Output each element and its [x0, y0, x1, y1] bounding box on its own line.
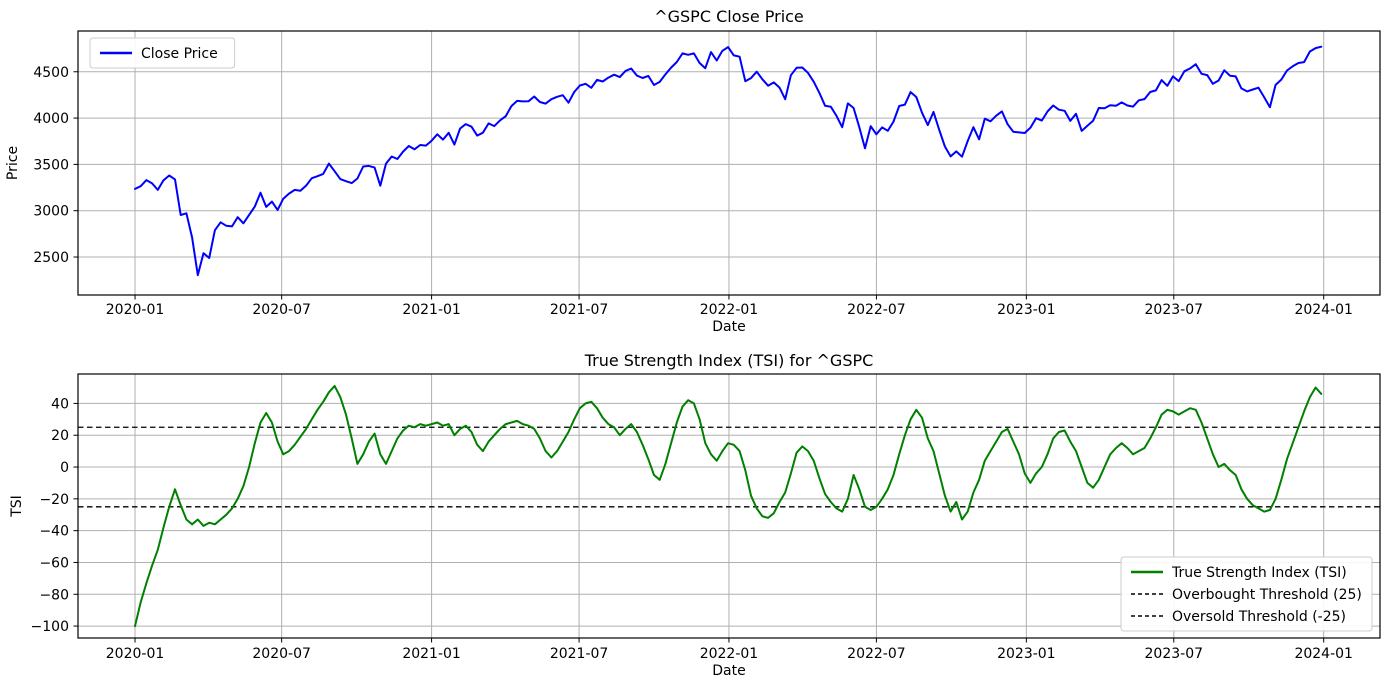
- x-tick-label: 2022-07: [847, 302, 906, 318]
- x-tick-label: 2023-07: [1145, 646, 1204, 662]
- y-tick-label: 0: [60, 460, 69, 476]
- y-axis-label: Price: [5, 146, 21, 180]
- y-tick-label: −40: [39, 524, 69, 540]
- legend-label: Overbought Threshold (25): [1172, 587, 1362, 603]
- x-tick-label: 2021-07: [550, 302, 609, 318]
- y-tick-label: 4000: [33, 111, 69, 127]
- x-tick-label: 2023-07: [1145, 302, 1204, 318]
- x-tick-label: 2022-01: [700, 302, 759, 318]
- y-tick-label: −60: [39, 555, 69, 571]
- tsi-line: [134, 384, 1323, 628]
- chart-title: ^GSPC Close Price: [654, 7, 804, 26]
- legend-label: Oversold Threshold (-25): [1172, 609, 1346, 625]
- chart-title: True Strength Index (TSI) for ^GSPC: [584, 351, 874, 370]
- x-tick-label: 2020-07: [252, 646, 311, 662]
- x-tick-label: 2024-01: [1294, 646, 1353, 662]
- x-tick-label: 2022-01: [700, 646, 759, 662]
- y-axis-label: TSI: [9, 495, 25, 518]
- legend-label: True Strength Index (TSI): [1171, 565, 1347, 581]
- x-axis-label: Date: [712, 663, 745, 679]
- legend-box: [1120, 556, 1373, 632]
- x-tick-label: 2020-01: [106, 646, 165, 662]
- y-tick-label: 40: [51, 396, 69, 412]
- y-tick-label: 4500: [33, 65, 69, 81]
- x-tick-label: 2021-07: [550, 646, 609, 662]
- x-tick-label: 2024-01: [1294, 302, 1353, 318]
- legend-label: Close Price: [141, 46, 218, 62]
- x-tick-label: 2020-01: [106, 302, 165, 318]
- y-tick-label: 3500: [33, 157, 69, 173]
- x-tick-label: 2020-07: [252, 302, 311, 318]
- y-tick-label: 20: [51, 428, 69, 444]
- x-tick-label: 2023-01: [997, 302, 1056, 318]
- x-tick-label: 2021-01: [402, 302, 461, 318]
- close-price-line: [134, 45, 1323, 277]
- x-axis-label: Date: [712, 319, 745, 335]
- x-tick-label: 2022-07: [847, 646, 906, 662]
- y-tick-label: 3000: [33, 204, 69, 220]
- x-tick-label: 2023-01: [997, 646, 1056, 662]
- y-tick-label: −20: [39, 492, 69, 508]
- y-tick-label: −80: [39, 587, 69, 603]
- y-tick-label: 2500: [33, 250, 69, 266]
- y-tick-label: −100: [31, 619, 69, 635]
- legend-box: [89, 37, 236, 69]
- x-tick-label: 2021-01: [402, 646, 461, 662]
